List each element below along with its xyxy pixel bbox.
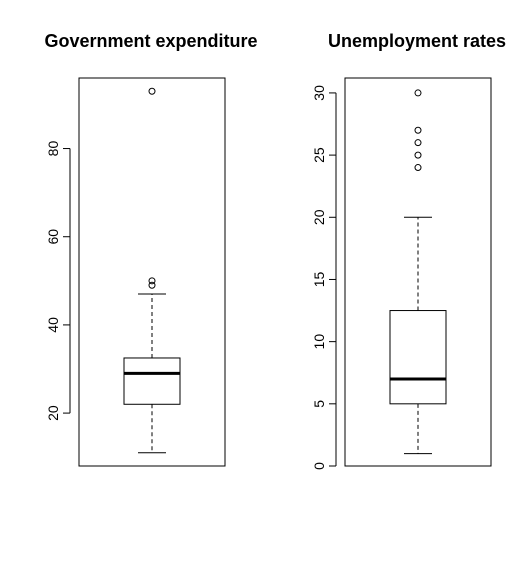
outlier-point [414,126,422,134]
outlier-point [414,164,422,172]
plot-frame [344,77,492,467]
iqr-box [123,357,181,405]
unemployment-rates-panel: Unemployment rates 0 5 10 15 20 25 30 [311,31,506,470]
y-tick-label: 30 [311,85,327,101]
outlier-point [414,89,422,97]
y-tick-label: 60 [45,229,61,245]
outlier-point [148,87,156,95]
y-tick-label: 10 [311,334,327,350]
y-tick-label: 40 [45,317,61,333]
y-tick-label: 20 [311,209,327,225]
outlier-point [148,281,156,289]
iqr-box [389,310,447,405]
chart-title: Government expenditure [44,31,257,51]
y-tick-label: 80 [45,141,61,157]
y-tick-label: 25 [311,147,327,163]
y-tick-label: 0 [311,462,327,470]
outlier-point [148,277,156,285]
outlier-point [414,151,422,159]
y-tick-label: 5 [311,400,327,408]
y-tick-label: 15 [311,271,327,287]
outlier-point [414,139,422,147]
y-tick-label: 20 [45,405,61,421]
chart-title: Unemployment rates [328,31,506,51]
plot-frame [78,77,226,467]
government-expenditure-panel: Government expenditure 20 40 60 80 [44,31,258,467]
